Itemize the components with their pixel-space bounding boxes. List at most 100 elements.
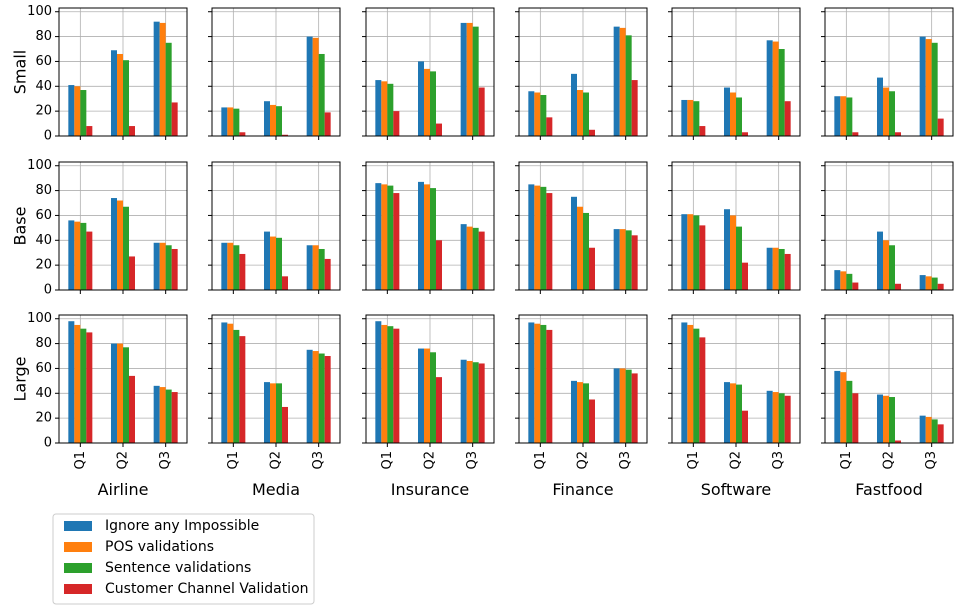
bar-large-finance-q1-s1 [528, 322, 535, 443]
bar-small-finance-q1-s3 [540, 94, 547, 136]
bar-base-finance-q1-s1 [528, 184, 535, 290]
col-label-airline: Airline [98, 480, 149, 499]
bar-large-software-q1-s4 [699, 337, 706, 443]
bar-base-software-q1-s1 [681, 214, 688, 290]
bar-large-fastfood-q3-s3 [931, 419, 938, 443]
bar-small-finance-q3-s3 [625, 35, 632, 136]
bar-base-insurance-q1-s2 [381, 184, 388, 290]
bar-large-fastfood-q1-s1 [834, 370, 841, 443]
bar-small-finance-q1-s1 [528, 91, 535, 136]
bar-small-software-q2-s4 [742, 132, 748, 136]
bar-base-software-q3-s4 [784, 253, 791, 290]
bar-small-media-q3-s3 [318, 53, 325, 136]
bar-small-media-q1-s3 [233, 108, 240, 136]
xtick-label: Q1 [380, 451, 395, 470]
bar-base-finance-q1-s3 [540, 186, 547, 290]
bar-base-software-q2-s2 [730, 215, 736, 290]
bar-base-software-q3-s1 [766, 247, 773, 290]
xtick-label: Q3 [311, 451, 326, 470]
bar-small-software-q3-s2 [772, 41, 779, 136]
bar-large-media-q1-s2 [227, 323, 234, 443]
ytick-label: 20 [35, 258, 52, 273]
bar-small-airline-q1-s2 [74, 86, 81, 136]
bar-base-insurance-q2-s4 [436, 240, 442, 290]
bar-small-software-q1-s2 [687, 99, 694, 136]
ytick-label: 60 [35, 361, 52, 376]
bar-large-insurance-q1-s2 [381, 324, 388, 443]
col-label-media: Media [252, 480, 300, 499]
bar-small-finance-q1-s4 [546, 117, 553, 136]
bar-large-media-q2-s1 [264, 382, 270, 443]
bar-small-insurance-q2-s4 [436, 123, 442, 136]
bar-base-fastfood-q2-s3 [889, 245, 895, 290]
bar-small-media-q1-s2 [227, 107, 234, 136]
bar-base-fastfood-q1-s1 [834, 270, 841, 290]
bar-small-media-q2-s3 [276, 106, 282, 136]
xtick-label: Q3 [618, 451, 633, 470]
bar-base-finance-q1-s2 [534, 185, 541, 290]
bar-base-media-q1-s2 [227, 242, 234, 290]
bar-base-media-q2-s1 [264, 231, 270, 290]
xtick-label: Q2 [576, 451, 591, 470]
xtick-label: Q2 [116, 451, 131, 470]
xtick-label: Q2 [729, 451, 744, 470]
bar-small-fastfood-q3-s1 [919, 36, 926, 137]
ytick-label: 100 [27, 158, 52, 173]
bar-large-media-q2-s2 [270, 383, 276, 443]
bar-small-airline-q2-s4 [129, 126, 135, 136]
bar-large-insurance-q1-s1 [375, 321, 382, 443]
bar-small-fastfood-q3-s4 [937, 118, 944, 136]
legend-swatch-3 [64, 563, 92, 573]
bar-base-insurance-q2-s2 [424, 184, 430, 290]
col-label-fastfood: Fastfood [855, 480, 923, 499]
legend-box [52, 513, 315, 605]
bar-small-insurance-q1-s2 [381, 81, 388, 136]
bar-base-fastfood-q1-s2 [840, 271, 847, 290]
bar-large-fastfood-q2-s3 [889, 397, 895, 443]
bar-small-media-q1-s4 [239, 132, 246, 136]
bar-small-media-q3-s4 [324, 112, 331, 136]
bar-large-media-q2-s3 [276, 383, 282, 443]
row-label-small: Small [11, 50, 30, 94]
bar-large-fastfood-q1-s2 [840, 372, 847, 443]
bar-small-airline-q2-s1 [111, 50, 117, 136]
bar-small-finance-q2-s1 [571, 73, 577, 136]
bar-small-insurance-q2-s1 [418, 61, 424, 137]
bar-base-software-q2-s4 [742, 262, 748, 290]
bar-small-media-q2-s4 [282, 134, 288, 136]
bar-small-fastfood-q2-s4 [895, 132, 901, 136]
ytick-label: 80 [35, 336, 52, 351]
bar-small-media-q1-s1 [221, 107, 228, 136]
bar-large-airline-q1-s4 [86, 332, 93, 443]
xtick-label: Q1 [839, 451, 854, 470]
col-label-insurance: Insurance [391, 480, 470, 499]
bar-small-airline-q3-s1 [153, 21, 160, 136]
bar-small-software-q1-s4 [699, 126, 706, 136]
bar-large-finance-q2-s3 [583, 383, 589, 443]
xtick-label: Q3 [158, 451, 173, 470]
bar-small-software-q2-s3 [736, 97, 742, 136]
bar-base-finance-q3-s4 [631, 235, 638, 290]
bar-base-insurance-q3-s3 [472, 227, 479, 290]
bar-large-insurance-q3-s4 [478, 363, 485, 443]
bar-large-airline-q1-s1 [68, 321, 75, 443]
bar-small-software-q3-s1 [766, 40, 773, 136]
row-label-base: Base [11, 207, 30, 246]
bar-small-software-q1-s3 [693, 101, 700, 136]
ytick-label: 80 [35, 29, 52, 44]
xtick-label: Q1 [73, 451, 88, 470]
bar-base-software-q3-s2 [772, 247, 779, 290]
bar-large-fastfood-q3-s4 [937, 424, 944, 443]
ytick-label: 20 [35, 411, 52, 426]
bar-base-airline-q1-s2 [74, 221, 81, 290]
bar-large-finance-q3-s3 [625, 369, 632, 443]
bar-small-airline-q2-s2 [117, 53, 123, 136]
bar-base-finance-q2-s2 [577, 206, 583, 290]
bar-base-media-q2-s3 [276, 237, 282, 290]
bar-small-media-q2-s2 [270, 104, 276, 136]
bar-base-media-q3-s1 [306, 245, 313, 290]
bar-large-software-q1-s1 [681, 322, 688, 443]
bar-large-media-q1-s4 [239, 336, 246, 443]
bar-large-software-q2-s4 [742, 410, 748, 443]
xtick-label: Q3 [924, 451, 939, 470]
